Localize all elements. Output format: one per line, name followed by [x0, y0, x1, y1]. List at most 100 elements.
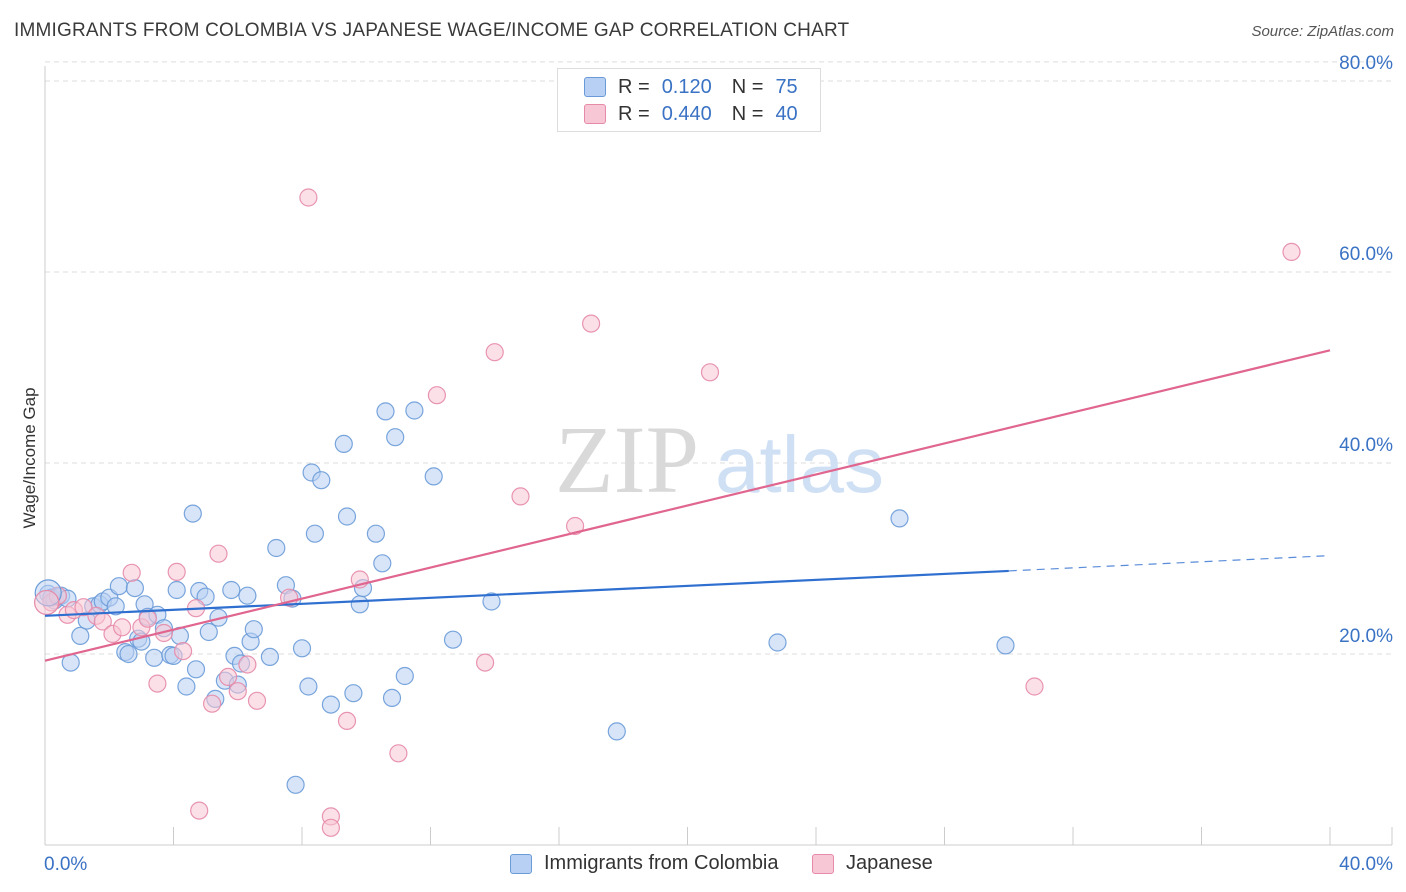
- colombia-point: [299, 677, 318, 696]
- colombia-point: [321, 695, 340, 714]
- n-label: N =: [731, 102, 764, 125]
- japanese-point: [228, 682, 247, 701]
- japanese-point: [167, 562, 186, 582]
- blue-swatch: [510, 853, 532, 874]
- japanese-point: [174, 641, 193, 661]
- japanese-point: [299, 188, 318, 207]
- japanese-point: [138, 609, 157, 628]
- japanese-point: [247, 691, 267, 710]
- colombia-point: [382, 688, 402, 708]
- japanese-point: [238, 655, 257, 674]
- colombia-point: [222, 580, 241, 600]
- y-tick-label: 80.0%: [1339, 53, 1393, 74]
- japanese-trend-line: [44, 349, 1331, 662]
- grid-layer: [45, 61, 1392, 655]
- colombia-point: [334, 434, 353, 453]
- r-value: 0.120: [661, 75, 712, 98]
- colombia-point: [607, 722, 626, 741]
- colombia-point: [125, 578, 144, 598]
- legend-item-japanese[interactable]: Japanese: [812, 852, 933, 875]
- n-label: N =: [731, 75, 764, 98]
- pink-swatch: [584, 104, 606, 124]
- japanese-point: [219, 667, 238, 687]
- japanese-point: [74, 598, 93, 617]
- japanese-point: [34, 589, 60, 616]
- y-tick-label: 40.0%: [1339, 435, 1393, 456]
- colombia-point: [443, 630, 463, 649]
- colombia-point: [238, 586, 257, 605]
- colombia-point: [145, 648, 164, 667]
- colombia-point: [186, 660, 206, 679]
- n-value: 75: [775, 75, 798, 98]
- japanese-point: [203, 694, 222, 713]
- stats-row-colombia: R = 0.120 N = 75: [584, 75, 798, 99]
- pink-swatch: [812, 853, 834, 874]
- y-tick-label: 20.0%: [1339, 626, 1393, 647]
- trend-layer: [44, 349, 1331, 662]
- stats-legend: R = 0.120 N = 75 R = 0.440 N = 40: [557, 68, 821, 132]
- blue-swatch: [584, 77, 606, 97]
- colombia-point: [386, 428, 405, 447]
- japanese-point: [476, 653, 495, 672]
- colombia-point: [350, 595, 369, 614]
- colombia-point: [890, 509, 909, 528]
- colombia-point: [482, 592, 501, 611]
- japanese-point: [148, 674, 167, 693]
- tick-labels: 20.0% 40.0% 60.0% 80.0% 0.0% 40.0%: [44, 53, 1393, 875]
- stats-row-japanese: R = 0.440 N = 40: [584, 102, 798, 126]
- japanese-point: [122, 563, 141, 582]
- colombia-point: [996, 636, 1015, 655]
- japanese-point: [581, 314, 601, 333]
- japanese-point: [209, 544, 228, 563]
- watermark-zip: ZIP: [555, 406, 699, 513]
- japanese-point: [565, 516, 585, 536]
- x-tick-label: 0.0%: [44, 854, 87, 875]
- japanese-point: [321, 818, 340, 837]
- japanese-point: [485, 343, 504, 362]
- colombia-point: [376, 402, 395, 421]
- colombia-point: [183, 504, 202, 523]
- legend-label: Immigrants from Colombia: [544, 852, 779, 874]
- colombia-point: [373, 554, 392, 573]
- chart-source: Source: ZipAtlas.com: [1251, 23, 1394, 40]
- colombia-point: [286, 775, 305, 794]
- colombia-point: [366, 524, 385, 543]
- colombia-point: [109, 577, 129, 596]
- colombia-point: [312, 471, 331, 490]
- colombia-point: [119, 644, 138, 664]
- colombia-point: [260, 647, 279, 667]
- chart-title: IMMIGRANTS FROM COLOMBIA VS JAPANESE WAG…: [14, 20, 850, 41]
- colombia-point: [267, 538, 286, 558]
- colombia-point: [405, 401, 424, 420]
- series-legend: Immigrants from Colombia Japanese: [0, 852, 1406, 878]
- y-axis-label: Wage/Income Gap: [20, 387, 39, 528]
- colombia-point: [305, 524, 324, 543]
- japanese-point: [389, 744, 408, 763]
- legend-label: Japanese: [846, 852, 933, 874]
- colombia-point: [292, 639, 312, 658]
- japanese-point: [337, 711, 357, 731]
- colombia-point: [199, 622, 218, 642]
- colombia-point: [177, 677, 196, 696]
- points-layer: [34, 188, 1301, 837]
- r-label: R =: [618, 102, 650, 125]
- r-label: R =: [618, 75, 650, 98]
- japanese-point: [700, 363, 720, 382]
- x-tick-label: 40.0%: [1339, 854, 1393, 875]
- colombia-point: [424, 467, 443, 486]
- y-tick-label: 60.0%: [1339, 244, 1393, 265]
- colombia-trend-line: [44, 569, 1009, 617]
- japanese-point: [511, 487, 530, 506]
- japanese-point: [112, 618, 132, 637]
- japanese-point: [1025, 677, 1044, 696]
- legend-item-colombia[interactable]: Immigrants from Colombia: [510, 852, 779, 875]
- n-value: 40: [775, 102, 798, 125]
- colombia-point: [337, 507, 357, 526]
- colombia-point: [768, 633, 787, 652]
- japanese-point: [427, 386, 446, 405]
- axis-layer: [44, 66, 1393, 846]
- japanese-point: [1282, 242, 1301, 261]
- r-value: 0.440: [661, 102, 712, 125]
